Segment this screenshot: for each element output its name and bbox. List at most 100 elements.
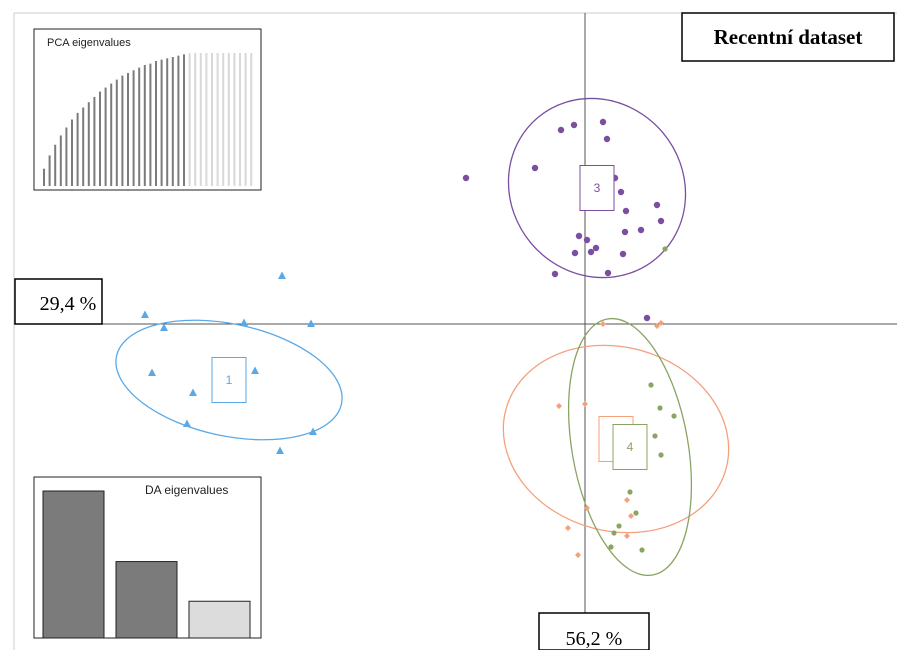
point-group-3 [587, 248, 595, 256]
point-group-3 [599, 118, 607, 126]
pca-bar [65, 127, 68, 186]
point-group-3 [621, 228, 629, 236]
pca-bar [99, 91, 101, 186]
point-group-2 [624, 497, 630, 503]
point-group-4 [658, 452, 664, 458]
point-group-1 [307, 319, 315, 327]
pca-bar [143, 64, 146, 186]
point-group-2 [556, 403, 562, 409]
da-bars [42, 490, 251, 639]
point-group-2 [658, 320, 664, 326]
pca-bar [121, 75, 124, 186]
centroid-label-group-4: 4 [627, 440, 634, 454]
pca-bar [205, 53, 208, 186]
pca-bar [110, 83, 113, 186]
pca-bar [82, 107, 85, 186]
point-group-3 [619, 250, 627, 258]
ellipse-group-3 [507, 97, 687, 279]
da-inset-title: DA eigenvalues [145, 483, 228, 497]
point-group-3 [531, 164, 539, 172]
point-group-2 [654, 323, 660, 329]
point-group-3 [622, 207, 630, 215]
pca-eigenvalues-inset: PCA eigenvalues [33, 28, 262, 191]
pca-bar [222, 53, 225, 186]
point-group-3 [570, 121, 578, 129]
point-group-1 [276, 446, 284, 454]
point-group-1 [278, 271, 286, 279]
group-ellipses [115, 97, 730, 577]
pca-bar [115, 79, 118, 186]
pca-bar [227, 53, 230, 186]
pca-bar [233, 53, 236, 186]
pca-bar [171, 56, 174, 186]
point-group-4 [657, 405, 663, 411]
centroid-box-group-4 [612, 424, 648, 470]
point-group-4 [648, 382, 654, 388]
pca-bar [155, 60, 157, 187]
point-group-2 [600, 321, 606, 327]
pca-bar [87, 102, 90, 186]
pca-bar [160, 59, 163, 186]
pca-bar [216, 53, 219, 186]
point-group-3 [592, 244, 600, 252]
point-group-3 [551, 270, 559, 278]
point-group-4 [627, 489, 633, 495]
pca-bar [244, 53, 247, 186]
point-group-2 [628, 513, 634, 519]
point-group-3 [657, 217, 665, 225]
point-group-3 [653, 201, 661, 209]
point-group-2 [624, 533, 630, 539]
pca-bar [239, 53, 241, 186]
pca-bar [93, 96, 96, 186]
y-axis-label: 29,4 % [40, 293, 97, 315]
point-group-2 [582, 401, 588, 407]
point-group-1 [251, 366, 259, 374]
point-group-3 [643, 314, 651, 322]
pca-bar [211, 53, 213, 186]
x-label-frame [538, 612, 650, 650]
point-group-3 [637, 226, 645, 234]
da-bar [115, 561, 178, 639]
da-bar [42, 490, 105, 639]
pca-bar [194, 53, 197, 186]
point-group-3 [603, 135, 611, 143]
pca-bar [59, 135, 62, 186]
da-eigenvalues-inset: DA eigenvalues [33, 476, 262, 639]
point-group-1 [183, 419, 191, 427]
point-group-2 [565, 525, 571, 531]
centroid-box-group-1 [211, 357, 247, 403]
ellipse-group-4 [567, 317, 693, 577]
point-group-1 [148, 368, 156, 376]
x-axis-label: 56,2 % [566, 628, 623, 650]
pca-bar [127, 72, 129, 186]
pca-inset-frame [33, 28, 262, 191]
point-group-3 [604, 269, 612, 277]
pca-bar [54, 144, 57, 186]
pca-inset-title: PCA eigenvalues [47, 37, 131, 49]
pca-bar [166, 58, 169, 186]
point-group-4 [608, 544, 614, 550]
point-group-2 [575, 552, 581, 558]
point-group-3 [571, 249, 579, 257]
data-points [141, 118, 677, 558]
chart-title-box: Recentní dataset [681, 12, 895, 62]
point-group-1 [240, 318, 248, 326]
point-group-4 [639, 547, 645, 553]
pca-bar [188, 53, 191, 186]
point-group-4 [652, 433, 658, 439]
point-group-3 [575, 232, 583, 240]
pca-bar [183, 54, 185, 186]
point-group-1 [160, 323, 168, 331]
x-axis-label-box: 56,2 % [538, 612, 650, 650]
y-axis-label-box: 29,4 % [14, 278, 103, 325]
title-frame [681, 12, 895, 62]
point-group-3 [617, 188, 625, 196]
point-group-1 [141, 310, 149, 318]
centroid-label-group-3: 3 [594, 181, 601, 195]
point-group-3 [557, 126, 565, 134]
chart-title: Recentní dataset [714, 25, 863, 49]
point-group-2 [584, 505, 590, 511]
point-group-4 [662, 246, 668, 252]
pca-bar [250, 53, 253, 186]
